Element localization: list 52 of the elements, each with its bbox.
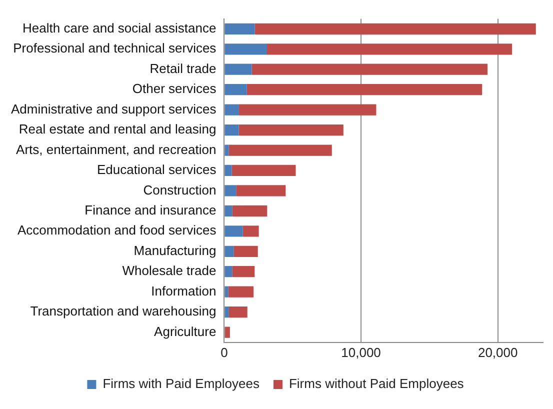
y-tick-label: Accommodation and food services [17,222,217,238]
y-tick-label: Administrative and support services [11,101,217,116]
bar [242,226,259,237]
bar [232,205,268,216]
bar [252,64,488,75]
y-tick-label: Construction [143,182,216,198]
y-tick-label: Transportation and warehousing [30,304,216,319]
bar [224,104,239,116]
bar [224,205,232,216]
y-tick-label: Finance and insurance [84,202,216,218]
y-tick-label: Professional and technical services [13,40,217,56]
bar [224,185,236,196]
bar [234,246,258,257]
y-tick-label: Other services [132,81,217,96]
bar [232,164,296,176]
bar [238,104,376,116]
bar [224,164,232,176]
bar [224,266,232,278]
bar [224,326,230,338]
bar [266,44,512,55]
x-tick-label: 10,000 [341,344,381,360]
y-tick-label: Health care and social assistance [22,20,216,36]
y-tick-label: Retail trade [150,60,216,76]
y-tick-label: Information [151,283,216,298]
bar [228,144,332,156]
bar [224,226,243,237]
bar [224,23,255,34]
x-tick-label: 20,000 [478,344,518,360]
y-tick-label: Educational services [96,162,217,178]
bar [224,124,239,136]
bar [238,124,344,136]
y-tick-label: Manufacturing [134,242,216,258]
legend-label: Firms without Paid Employees [288,376,464,392]
y-tick-label: Real estate and rental and leasing [18,122,216,137]
y-tick-label: Wholesale trade [122,263,216,278]
y-tick-label: Arts, entertainment, and recreation [16,142,216,157]
legend-label: Firms with Paid Employees [102,376,260,392]
bar [246,84,482,96]
bar [228,286,254,298]
y-tick-label: Agriculture [154,324,216,339]
bar [224,84,247,96]
bar [224,44,266,55]
bar [224,246,234,257]
bar [228,306,248,318]
bar [224,64,252,75]
bar [224,286,228,298]
bar [254,23,536,34]
bar [224,144,229,156]
bar [236,185,286,196]
x-tick-label: 0 [220,344,228,360]
bar [224,306,229,318]
bar [232,266,255,278]
